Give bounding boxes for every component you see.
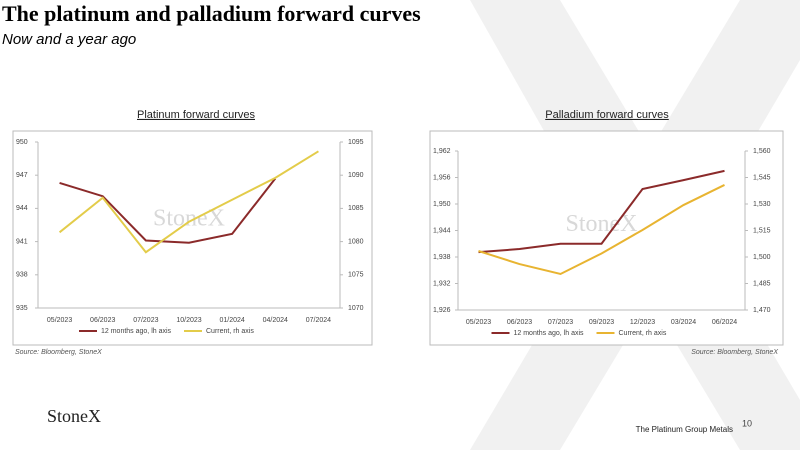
y2-tick-label: 1085 bbox=[348, 205, 364, 212]
y2-tick-label: 1,485 bbox=[753, 280, 771, 287]
source: Source: Bloomberg, StoneX bbox=[15, 349, 102, 356]
y2-tick-label: 1075 bbox=[348, 272, 364, 279]
y-tick-label: 1,962 bbox=[433, 148, 451, 155]
y-tick-label: 944 bbox=[16, 205, 28, 212]
y2-tick-label: 1,500 bbox=[753, 254, 771, 261]
x-tick-label: 04/2024 bbox=[263, 317, 288, 324]
y-tick-label: 1,950 bbox=[433, 201, 451, 208]
y-tick-label: 950 bbox=[16, 139, 28, 146]
x-tick-label: 05/2023 bbox=[466, 319, 491, 326]
y-tick-label: 1,956 bbox=[433, 174, 451, 181]
y2-tick-label: 1,545 bbox=[753, 174, 771, 181]
legend-label: Current, rh axis bbox=[206, 328, 254, 335]
series-line bbox=[59, 177, 277, 244]
page-number: 10 bbox=[742, 418, 752, 428]
watermark: StoneX bbox=[566, 211, 638, 237]
x-tick-label: 03/2024 bbox=[671, 319, 696, 326]
legend-label: Current, rh axis bbox=[619, 330, 667, 337]
source: Source: Bloomberg, StoneX bbox=[691, 349, 778, 356]
y2-tick-label: 1,515 bbox=[753, 227, 771, 234]
x-tick-label: 12/2023 bbox=[630, 319, 655, 326]
slide-title: The platinum and palladium forward curve… bbox=[2, 1, 421, 26]
x-tick-label: 06/2023 bbox=[90, 317, 115, 324]
x-tick-label: 10/2023 bbox=[176, 317, 201, 324]
y-tick-label: 1,944 bbox=[433, 227, 451, 234]
y2-tick-label: 1070 bbox=[348, 305, 364, 312]
y-tick-label: 947 bbox=[16, 172, 28, 179]
slide-subtitle: Now and a year ago bbox=[2, 31, 136, 48]
y2-tick-label: 1,470 bbox=[753, 307, 771, 314]
x-tick-label: 06/2023 bbox=[507, 319, 532, 326]
x-tick-label: 09/2023 bbox=[589, 319, 614, 326]
y-tick-label: 1,938 bbox=[433, 254, 451, 261]
y-tick-label: 1,932 bbox=[433, 280, 451, 287]
y2-tick-label: 1095 bbox=[348, 139, 364, 146]
x-tick-label: 07/2023 bbox=[133, 317, 158, 324]
y-tick-label: 1,926 bbox=[433, 307, 451, 314]
y2-tick-label: 1,530 bbox=[753, 201, 771, 208]
chart-title: Platinum forward curves bbox=[137, 109, 255, 121]
y2-tick-label: 1,560 bbox=[753, 148, 771, 155]
chart-title: Palladium forward curves bbox=[545, 109, 669, 121]
chart-frame bbox=[12, 130, 373, 346]
series-line bbox=[58, 150, 319, 254]
x-tick-label: 01/2024 bbox=[219, 317, 244, 324]
series-line bbox=[478, 169, 725, 254]
logo: StoneX bbox=[47, 406, 101, 426]
x-tick-label: 05/2023 bbox=[47, 317, 72, 324]
y2-tick-label: 1080 bbox=[348, 238, 364, 245]
y-tick-label: 938 bbox=[16, 272, 28, 279]
footer: The Platinum Group Metals bbox=[636, 425, 733, 434]
y2-tick-label: 1090 bbox=[348, 172, 364, 179]
y-tick-label: 941 bbox=[16, 238, 28, 245]
x-tick-label: 07/2024 bbox=[306, 317, 331, 324]
series-line bbox=[478, 184, 725, 276]
x-tick-label: 06/2024 bbox=[712, 319, 737, 326]
y-tick-label: 935 bbox=[16, 305, 28, 312]
legend-label: 12 months ago, lh axis bbox=[514, 330, 585, 337]
x-tick-label: 07/2023 bbox=[548, 319, 573, 326]
legend-label: 12 months ago, lh axis bbox=[101, 328, 172, 335]
